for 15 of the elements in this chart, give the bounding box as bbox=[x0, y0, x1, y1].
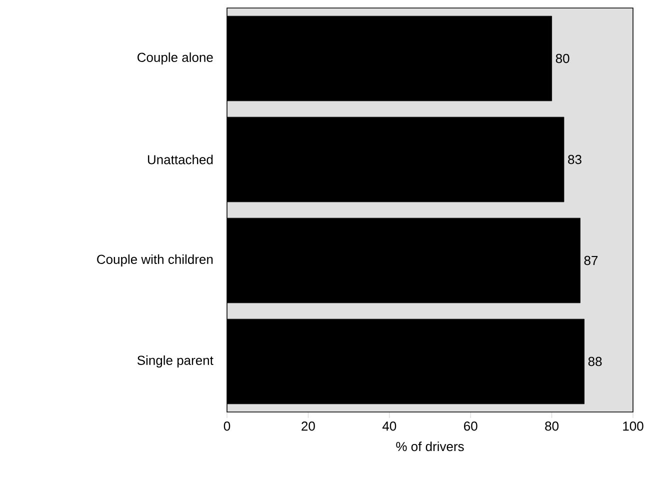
x-tick-label: 40 bbox=[382, 422, 396, 431]
x-axis-title: % of drivers bbox=[396, 442, 464, 452]
x-tick-label: 60 bbox=[464, 422, 478, 431]
x-tick-label: 0 bbox=[224, 422, 230, 431]
data-label: 83 bbox=[568, 154, 582, 164]
y-tick-label: Couple alone bbox=[138, 52, 213, 65]
x-tick-label: 20 bbox=[302, 422, 315, 431]
data-label: 80 bbox=[556, 54, 570, 64]
y-tick-label: Single parent bbox=[137, 355, 214, 368]
x-tick-label: 100 bbox=[623, 422, 644, 431]
y-tick-label: Unattached bbox=[148, 154, 213, 164]
x-tick-label: 80 bbox=[545, 422, 559, 431]
y-tick-label: Couple with children bbox=[97, 254, 213, 267]
data-label: 87 bbox=[584, 256, 598, 266]
data-label: 88 bbox=[588, 356, 602, 366]
